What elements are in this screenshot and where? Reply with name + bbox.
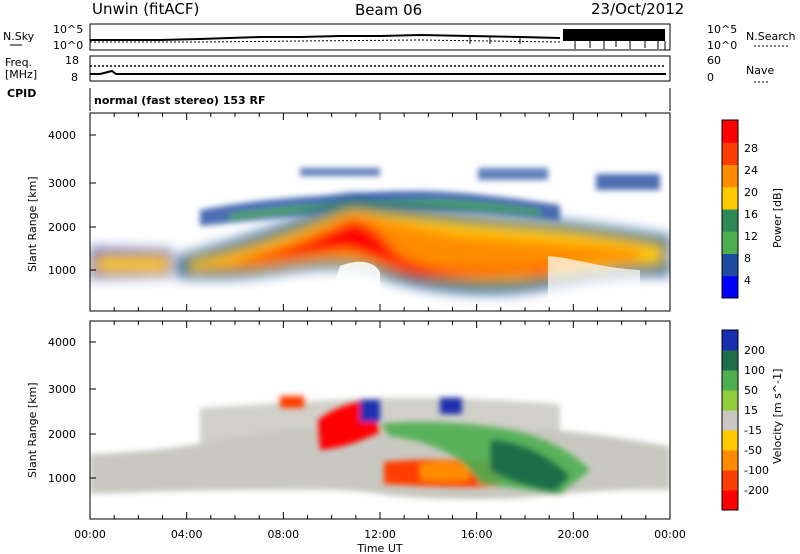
power-yaxis: 4000 3000 2000 1000 Slant Range [km]: [26, 129, 96, 277]
velocity-colorbar-label: Velocity [m s^-1]: [771, 369, 784, 464]
power-cb-tick: 4: [744, 274, 751, 287]
xaxis-label: Time UT: [356, 542, 402, 554]
velocity-echoes: [280, 396, 590, 494]
power-heatmap: [90, 168, 670, 300]
velocity-colorbar-swatch: [722, 410, 738, 431]
power-ytick: 1000: [48, 264, 76, 277]
power-colorbar-frame: [721, 119, 739, 299]
power-ytick: 4000: [48, 129, 76, 142]
nsky-label: N.Sky: [3, 30, 35, 43]
time-tick-label: 08:00: [267, 528, 299, 541]
freq-tick-high: 18: [65, 54, 79, 67]
power-cb-tick: 8: [744, 252, 751, 265]
nsky-tick-high: 10^5: [53, 23, 83, 36]
time-tick-label: 04:00: [171, 528, 203, 541]
velocity-ylabel: Slant Range [km]: [26, 382, 39, 478]
velocity-colorbar-swatch: [722, 350, 738, 371]
nave-tick-low: 0: [707, 71, 714, 84]
date-title: 23/Oct/2012: [591, 0, 684, 18]
velocity-colorbar-swatch: [722, 490, 738, 511]
velocity-colorbar: 200 100 50 15 -15 -50 -100 -200 Velocity…: [721, 329, 784, 511]
cpid-text: normal (fast stereo) 153 RF: [94, 94, 266, 107]
station-title: Unwin (fitACF): [92, 0, 199, 18]
velocity-ytick: 4000: [48, 336, 76, 349]
velocity-ytick: 1000: [48, 472, 76, 485]
velocity-colorbar-frame: [721, 329, 739, 511]
power-gap-right: [548, 256, 640, 300]
time-axis: Time UT 00:00 04:00 08:00 12:00 16:00 20:00 00…: [74, 113, 686, 554]
power-colorbar-swatch: [722, 209, 738, 232]
nsky-panel: [89, 23, 671, 51]
power-ytick: 2000: [48, 221, 76, 234]
freq-tick-low: 8: [71, 71, 78, 84]
velocity-cb-tick: -200: [744, 484, 769, 497]
power-gap: [330, 261, 380, 296]
velocity-colorbar-swatch: [722, 330, 738, 351]
velocity-ytick: 3000: [48, 383, 76, 396]
nsky-tick-low: 10^0: [53, 39, 83, 52]
velocity-colorbar-swatch: [722, 390, 738, 411]
power-main-band: [90, 196, 670, 294]
velocity-colorbar-swatch: [722, 430, 738, 451]
velocity-heatmap: [90, 396, 670, 500]
freq-label-line2: [MHz]: [5, 68, 37, 81]
freq-trace: [90, 69, 666, 75]
time-tick-label: 12:00: [364, 528, 396, 541]
velocity-ytick: 2000: [48, 428, 76, 441]
velocity-colorbar-swatch: [722, 450, 738, 471]
velocity-cb-tick: 200: [744, 344, 765, 357]
power-ytick: 3000: [48, 177, 76, 190]
velocity-cb-tick: 15: [744, 404, 758, 417]
time-tick-label: 00:00: [74, 528, 106, 541]
nave-tick-high: 60: [707, 54, 721, 67]
nsky-right-tick-low: 10^0: [707, 39, 737, 52]
power-colorbar-swatch: [722, 120, 738, 143]
velocity-cb-tick: -50: [744, 444, 762, 457]
power-colorbar-swatch: [722, 231, 738, 254]
velocity-cb-tick: -15: [744, 424, 762, 437]
power-cb-tick: 20: [744, 186, 758, 199]
power-ylabel: Slant Range [km]: [26, 176, 39, 272]
time-tick-label: 00:00: [654, 528, 686, 541]
power-colorbar-swatch: [722, 142, 738, 165]
freq-panel: [89, 55, 671, 82]
velocity-colorbar-swatch: [722, 470, 738, 491]
velocity-cb-tick: 100: [744, 364, 765, 377]
nsky-right-tick-high: 10^5: [707, 23, 737, 36]
velocity-yaxis: 4000 3000 2000 1000 Slant Range [km]: [26, 336, 96, 485]
power-colorbar: 28 24 20 16 12 8 4 Power [dB]: [721, 119, 784, 299]
power-colorbar-swatch: [722, 164, 738, 188]
beam-title: Beam 06: [355, 1, 422, 19]
cpid-label: CPID: [7, 87, 36, 100]
power-cb-tick: 16: [744, 208, 758, 221]
nsky-dense-block: [563, 29, 665, 41]
nsky-spikes: [469, 36, 666, 50]
freq-label-line1: Freq.: [5, 56, 32, 69]
power-cb-tick: 24: [744, 164, 758, 177]
velocity-cb-tick: 50: [744, 384, 758, 397]
nsearch-label: N.Search: [746, 30, 796, 43]
power-colorbar-label: Power [dB]: [771, 188, 784, 248]
time-tick-label: 16:00: [461, 528, 493, 541]
power-colorbar-swatch: [722, 275, 738, 299]
velocity-cb-tick: -100: [744, 464, 769, 477]
power-colorbar-swatch: [722, 186, 738, 210]
nave-label: Nave: [746, 64, 774, 77]
time-tick-label: 20:00: [557, 528, 589, 541]
power-cb-tick: 28: [744, 142, 758, 155]
velocity-colorbar-swatch: [722, 370, 738, 391]
nsearch-trace: [90, 39, 561, 43]
power-cb-tick: 12: [744, 230, 758, 243]
nsky-trace: [90, 33, 561, 41]
power-colorbar-swatch: [722, 253, 738, 277]
